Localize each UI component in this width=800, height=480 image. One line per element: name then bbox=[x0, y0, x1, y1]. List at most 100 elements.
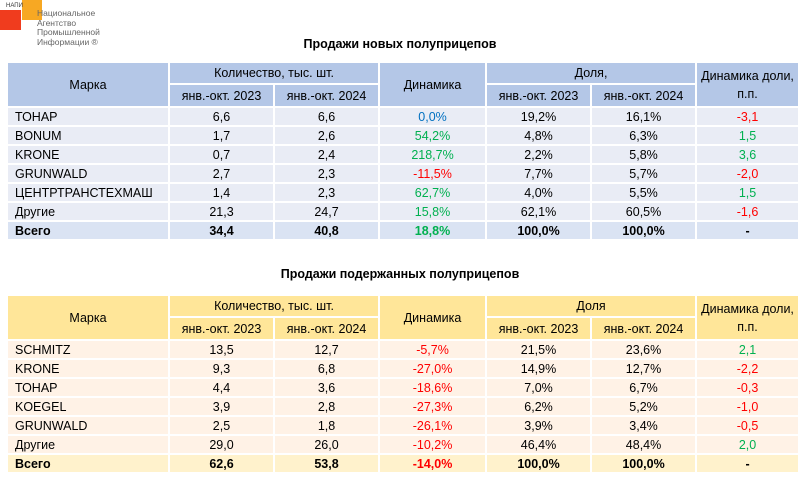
qty-2024-cell: 24,7 bbox=[272, 201, 381, 222]
share-dynamics-cell: -1,6 bbox=[695, 201, 800, 222]
table-title-new: Продажи новых полуприцепов bbox=[303, 37, 497, 51]
share-2024-cell: 5,5% bbox=[590, 182, 698, 203]
header-brand: Марка bbox=[6, 61, 170, 108]
brand-cell: BONUM bbox=[6, 125, 170, 146]
dynamics-cell: -11,5% bbox=[378, 163, 488, 184]
qty-2024-cell: 6,8 bbox=[272, 358, 381, 379]
dynamics-cell: -14,0% bbox=[378, 453, 488, 474]
brand-cell: Всего bbox=[6, 453, 170, 474]
dynamics-cell: -5,7% bbox=[378, 339, 488, 360]
qty-2024-cell: 3,6 bbox=[272, 377, 381, 398]
dynamics-cell: 0,0% bbox=[378, 106, 488, 127]
qty-2023-cell: 13,5 bbox=[168, 339, 275, 360]
qty-2024-cell: 53,8 bbox=[272, 453, 381, 474]
share-2024-cell: 6,3% bbox=[590, 125, 698, 146]
table-row: KRONE 9,3 6,8 -27,0% 14,9% 12,7% -2,2 bbox=[6, 358, 800, 379]
brand-cell: KRONE bbox=[6, 144, 170, 165]
header-qty-2024: янв.-окт. 2024 bbox=[272, 316, 381, 341]
header-share-dynamics: Динамика доли, п.п. bbox=[695, 61, 800, 108]
header-share-2024: янв.-окт. 2024 bbox=[590, 83, 698, 108]
share-dynamics-cell: -0,5 bbox=[695, 415, 800, 436]
qty-2024-cell: 2,6 bbox=[272, 125, 381, 146]
dynamics-cell: 18,8% bbox=[378, 220, 488, 241]
qty-2023-cell: 3,9 bbox=[168, 396, 275, 417]
header-row: Марка Количество, тыс. шт. Динамика Доля, Ди… bbox=[6, 61, 800, 108]
table-row: KRONE 0,7 2,4 218,7% 2,2% 5,8% 3,6 bbox=[6, 144, 800, 165]
dynamics-cell: 62,7% bbox=[378, 182, 488, 203]
table-row: ТОНАР 4,4 3,6 -18,6% 7,0% 6,7% -0,3 bbox=[6, 377, 800, 398]
dynamics-cell: -26,1% bbox=[378, 415, 488, 436]
share-2023-cell: 46,4% bbox=[485, 434, 593, 455]
share-2024-cell: 12,7% bbox=[590, 358, 698, 379]
qty-2023-cell: 1,7 bbox=[168, 125, 275, 146]
table-row: GRUNWALD 2,5 1,8 -26,1% 3,9% 3,4% -0,5 bbox=[6, 415, 800, 436]
qty-2024-cell: 2,3 bbox=[272, 182, 381, 203]
header-quantity: Количество, тыс. шт. bbox=[167, 294, 381, 318]
table-row: Другие 29,0 26,0 -10,2% 46,4% 48,4% 2,0 bbox=[6, 434, 800, 455]
brand-cell: Всего bbox=[6, 220, 170, 241]
logo-orange-square bbox=[22, 0, 42, 20]
qty-2023-cell: 0,7 bbox=[168, 144, 275, 165]
brand-cell: GRUNWALD bbox=[6, 163, 170, 184]
header-share: Доля, bbox=[485, 61, 698, 85]
dynamics-cell: 15,8% bbox=[378, 201, 488, 222]
share-2023-cell: 4,0% bbox=[485, 182, 593, 203]
qty-2023-cell: 1,4 bbox=[168, 182, 275, 203]
new-trailers-table: Марка Количество, тыс. шт. Динамика Доля, Ди… bbox=[6, 61, 800, 241]
share-2024-cell: 100,0% bbox=[590, 453, 698, 474]
total-row: Всего 34,4 40,8 18,8% 100,0% 100,0% - bbox=[6, 220, 800, 241]
share-2023-cell: 4,8% bbox=[485, 125, 593, 146]
dynamics-cell: 218,7% bbox=[378, 144, 488, 165]
share-2024-cell: 23,6% bbox=[590, 339, 698, 360]
header-subrow: янв.-окт. 2023 янв.-окт. 2024 янв.-окт. 20… bbox=[7, 316, 799, 341]
brand-cell: Другие bbox=[6, 434, 170, 455]
share-dynamics-cell: 1,5 bbox=[695, 182, 800, 203]
table-row: KOEGEL 3,9 2,8 -27,3% 6,2% 5,2% -1,0 bbox=[6, 396, 800, 417]
share-dynamics-cell: 3,6 bbox=[695, 144, 800, 165]
table-row: BONUM 1,7 2,6 54,2% 4,8% 6,3% 1,5 bbox=[6, 125, 800, 146]
share-2023-cell: 62,1% bbox=[485, 201, 593, 222]
share-2023-cell: 21,5% bbox=[485, 339, 593, 360]
header-share-dynamics: Динамика доли, п.п. bbox=[695, 294, 800, 341]
share-dynamics-cell: -3,1 bbox=[695, 106, 800, 127]
brand-cell: ТОНАР bbox=[6, 377, 170, 398]
qty-2023-cell: 21,3 bbox=[168, 201, 275, 222]
header-share-2023: янв.-окт. 2023 bbox=[485, 83, 593, 108]
qty-2023-cell: 2,7 bbox=[168, 163, 275, 184]
qty-2024-cell: 26,0 bbox=[272, 434, 381, 455]
brand-cell: ТОНАР bbox=[6, 106, 170, 127]
header-qty-2023: янв.-окт. 2023 bbox=[168, 83, 275, 108]
qty-2023-cell: 9,3 bbox=[168, 358, 275, 379]
napi-logo: НАПИ Национальное Агентство Промышленной… bbox=[0, 0, 130, 56]
brand-cell: KOEGEL bbox=[6, 396, 170, 417]
qty-2024-cell: 2,3 bbox=[272, 163, 381, 184]
qty-2024-cell: 2,4 bbox=[272, 144, 381, 165]
logo-red-square bbox=[0, 10, 21, 30]
share-dynamics-cell: - bbox=[695, 453, 800, 474]
qty-2024-cell: 12,7 bbox=[272, 339, 381, 360]
brand-cell: KRONE bbox=[6, 358, 170, 379]
share-2023-cell: 6,2% bbox=[485, 396, 593, 417]
qty-2023-cell: 4,4 bbox=[168, 377, 275, 398]
share-dynamics-cell: 2,1 bbox=[695, 339, 800, 360]
qty-2023-cell: 29,0 bbox=[168, 434, 275, 455]
table-row: ЦЕНТРТРАНСТЕХМАШ 1,4 2,3 62,7% 4,0% 5,5% 1,5 bbox=[6, 182, 800, 203]
qty-2023-cell: 2,5 bbox=[168, 415, 275, 436]
dynamics-cell: -10,2% bbox=[378, 434, 488, 455]
share-dynamics-cell: 2,0 bbox=[695, 434, 800, 455]
header-share: Доля bbox=[485, 294, 698, 318]
header-qty-2023: янв.-окт. 2023 bbox=[168, 316, 275, 341]
qty-2024-cell: 40,8 bbox=[272, 220, 381, 241]
qty-2024-cell: 2,8 bbox=[272, 396, 381, 417]
header-row: Марка Количество, тыс. шт. Динамика Доля Дин… bbox=[6, 294, 800, 341]
table-row: GRUNWALD 2,7 2,3 -11,5% 7,7% 5,7% -2,0 bbox=[6, 163, 800, 184]
share-2023-cell: 100,0% bbox=[485, 453, 593, 474]
dynamics-cell: -27,3% bbox=[378, 396, 488, 417]
qty-2023-cell: 6,6 bbox=[168, 106, 275, 127]
dynamics-cell: -18,6% bbox=[378, 377, 488, 398]
brand-cell: Другие bbox=[6, 201, 170, 222]
share-2023-cell: 2,2% bbox=[485, 144, 593, 165]
qty-2024-cell: 1,8 bbox=[272, 415, 381, 436]
table-row: ТОНАР 6,6 6,6 0,0% 19,2% 16,1% -3,1 bbox=[6, 106, 800, 127]
header-quantity: Количество, тыс. шт. bbox=[167, 61, 381, 85]
